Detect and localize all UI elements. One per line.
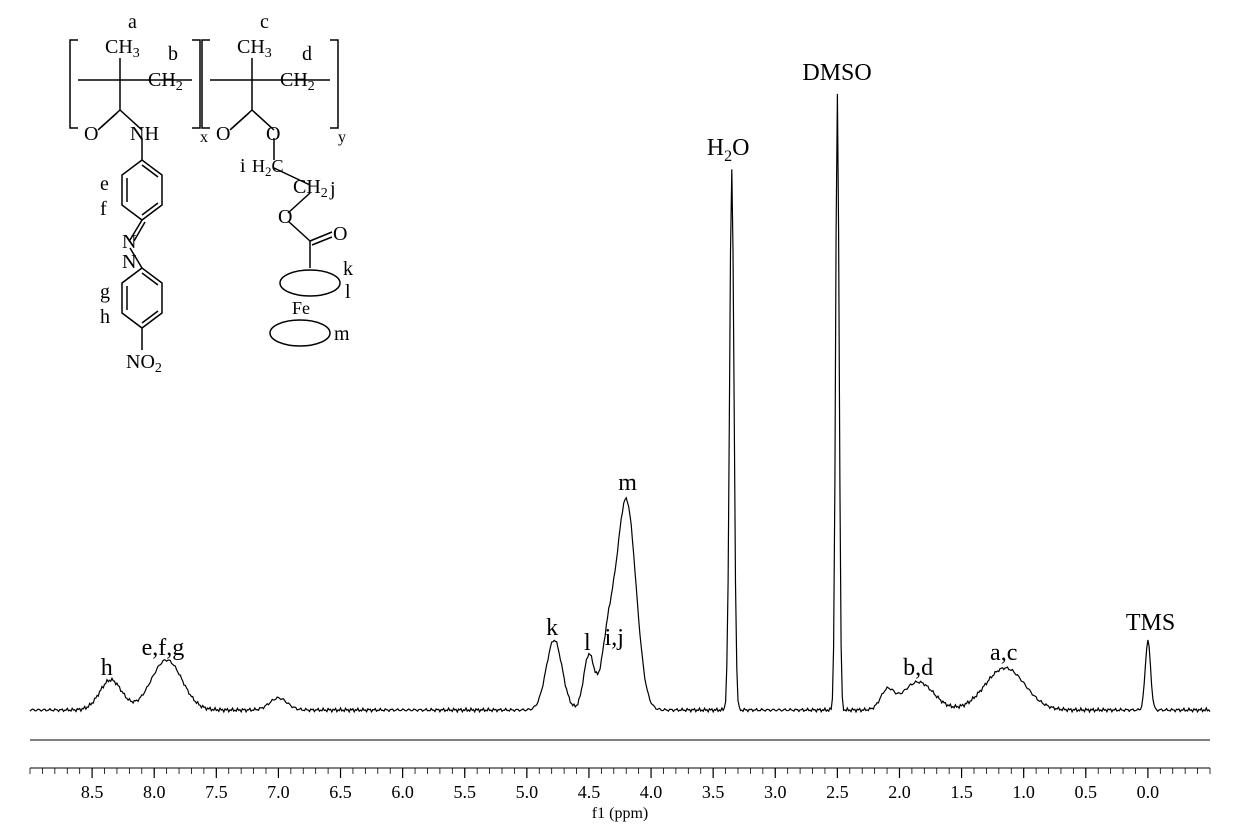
peak-label-efg: e,f,g xyxy=(142,635,185,662)
svg-text:0.5: 0.5 xyxy=(1075,782,1098,802)
peak-label-ij: i,j xyxy=(605,625,624,652)
svg-text:5.5: 5.5 xyxy=(453,782,476,802)
svg-text:1.0: 1.0 xyxy=(1012,782,1035,802)
peak-label-ac: a,c xyxy=(990,640,1017,667)
svg-text:7.5: 7.5 xyxy=(205,782,228,802)
svg-text:5.0: 5.0 xyxy=(516,782,539,802)
peak-label-bd: b,d xyxy=(903,655,933,682)
peak-label-TMS: TMS xyxy=(1126,610,1175,637)
peak-label-HO: H2O xyxy=(707,135,750,166)
svg-text:8.0: 8.0 xyxy=(143,782,166,802)
peak-label-k: k xyxy=(546,615,558,642)
peak-label-l: l xyxy=(584,630,591,657)
svg-text:2.5: 2.5 xyxy=(826,782,849,802)
svg-text:0.0: 0.0 xyxy=(1137,782,1160,802)
svg-text:6.5: 6.5 xyxy=(329,782,352,802)
nmr-figure: a b c d e f g h i j k l m CH3 CH3 CH2 CH… xyxy=(0,0,1240,840)
x-axis-label: f1 (ppm) xyxy=(592,805,648,822)
label-a: a xyxy=(128,11,137,33)
nmr-spectrum xyxy=(20,40,1220,760)
label-c: c xyxy=(260,11,269,33)
svg-text:1.5: 1.5 xyxy=(950,782,973,802)
svg-text:4.0: 4.0 xyxy=(640,782,663,802)
svg-text:3.5: 3.5 xyxy=(702,782,725,802)
svg-text:2.0: 2.0 xyxy=(888,782,911,802)
peak-label-h: h xyxy=(101,655,113,682)
svg-text:6.0: 6.0 xyxy=(391,782,414,802)
svg-text:7.0: 7.0 xyxy=(267,782,290,802)
svg-text:3.0: 3.0 xyxy=(764,782,787,802)
peak-label-m: m xyxy=(618,470,637,497)
svg-text:8.5: 8.5 xyxy=(81,782,104,802)
peak-label-DMSO: DMSO xyxy=(802,60,871,87)
x-axis: 8.5 8.0 7.5 7.0 6.5 6.0 5.5 5.0 4.5 4.0 3.5 3.0 2.5 2… xyxy=(20,760,1220,830)
svg-text:4.5: 4.5 xyxy=(578,782,601,802)
